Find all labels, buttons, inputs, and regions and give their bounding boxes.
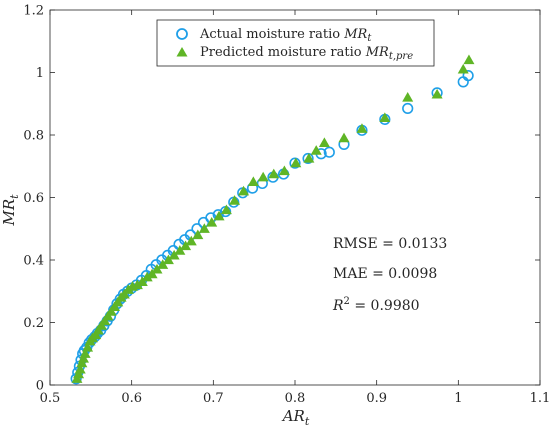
rmse-annotation: RMSE = 0.0133 — [333, 236, 447, 252]
data-point-predicted — [229, 195, 241, 205]
plot-marks — [70, 54, 475, 385]
data-point-predicted — [74, 363, 86, 374]
mae-annotation: MAE = 0.0098 — [333, 266, 437, 282]
data-point-predicted — [151, 263, 163, 274]
data-point-predicted — [82, 342, 94, 352]
data-point-predicted — [238, 185, 250, 196]
x-tick-label: 0.8 — [285, 391, 306, 406]
y-tick-label: 1 — [36, 66, 44, 81]
x-tick-label: 1.1 — [530, 391, 550, 406]
data-point-predicted — [356, 123, 368, 133]
data-point-predicted — [290, 157, 302, 168]
data-point-predicted — [168, 249, 180, 260]
data-point-predicted — [303, 152, 315, 163]
x-tick-label: 1 — [454, 391, 462, 406]
data-point-predicted — [157, 259, 169, 269]
x-axis-label: ARt — [281, 407, 310, 428]
y-tick-label: 0.2 — [23, 316, 44, 331]
data-point-actual — [402, 102, 414, 115]
data-point-predicted — [379, 112, 391, 122]
data-point-predicted — [162, 254, 174, 265]
data-point-actual — [323, 146, 335, 158]
y-axis: 0 0.2 0.4 0.6 0.8 1 1.2 — [23, 4, 540, 394]
data-point-predicted — [431, 88, 443, 99]
data-point-predicted — [185, 235, 197, 246]
data-point-predicted — [457, 63, 469, 74]
data-point-predicted — [174, 245, 186, 255]
data-point-actual — [302, 152, 314, 165]
data-point-actual — [462, 70, 474, 82]
y-tick-label: 0 — [36, 379, 44, 394]
data-point-predicted — [213, 210, 225, 221]
data-point-predicted — [278, 165, 290, 176]
data-point-predicted — [310, 145, 322, 155]
data-point-predicted — [318, 137, 330, 147]
y-tick-label: 0.6 — [23, 191, 44, 206]
y-axis-label: MRt — [0, 194, 21, 227]
data-point-predicted — [402, 92, 414, 102]
legend-box — [156, 19, 435, 67]
y-tick-label: 0.4 — [23, 254, 44, 269]
x-tick-label: 0.9 — [366, 391, 387, 406]
series-predicted — [71, 54, 475, 383]
data-point-actual — [289, 157, 301, 169]
data-point-predicted — [268, 168, 280, 179]
data-point-predicted — [463, 54, 475, 65]
y-tick-label: 0.8 — [23, 129, 44, 144]
data-point-predicted — [206, 217, 218, 227]
data-point-predicted — [338, 132, 350, 143]
data-point-predicted — [247, 176, 259, 186]
data-point-predicted — [220, 204, 232, 215]
legend-label-actual: Actual moisture ratio MRt — [199, 27, 372, 44]
y-tick-label: 1.2 — [23, 4, 44, 19]
data-point-predicted — [180, 240, 192, 251]
data-point-predicted — [141, 271, 153, 282]
x-tick-label: 0.5 — [40, 391, 61, 406]
x-tick-label: 0.7 — [203, 391, 224, 406]
data-point-predicted — [131, 279, 143, 290]
x-tick-label: 0.6 — [121, 391, 142, 406]
legend-label-predicted: Predicted moisture ratio MRt,pre — [200, 45, 413, 62]
legend-marker-actual — [176, 28, 188, 40]
data-point-predicted — [257, 171, 269, 182]
data-point-predicted — [192, 229, 204, 240]
x-axis: 0.5 0.6 0.7 0.8 0.9 1 1.1 — [40, 10, 550, 406]
data-point-predicted — [79, 348, 91, 358]
legend: Actual moisture ratio MRt Predicted mois… — [156, 19, 435, 67]
r2-annotation: R2 = 0.9980 — [332, 296, 420, 314]
legend-marker-predicted — [176, 47, 188, 57]
data-point-predicted — [198, 223, 210, 233]
